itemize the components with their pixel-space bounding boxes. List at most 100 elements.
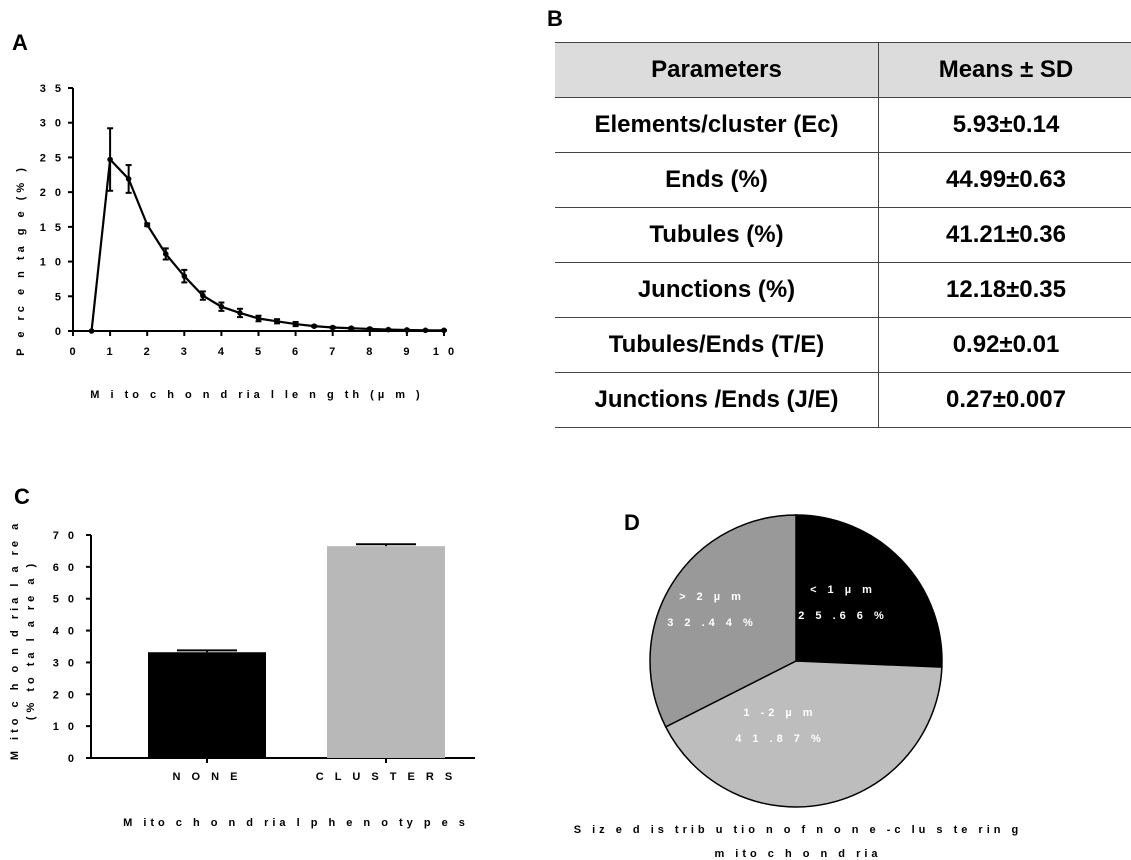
x-tick-label: 6 — [292, 346, 301, 358]
bar — [148, 652, 266, 758]
data-point — [255, 315, 262, 322]
chart-c-marks — [148, 543, 445, 758]
pie-slice-value: 4 1 .8 7 % — [735, 733, 825, 745]
y-tick-label: 6 0 — [53, 562, 77, 574]
table-cell-parameter: Junctions (%) — [555, 262, 879, 318]
pie-slice — [795, 514, 943, 668]
chart-c-bar-plot: 0 1 0 2 0 3 0 4 0 5 0 6 0 7 0 N O N E C L U S T E… — [9, 520, 475, 829]
panel-letter-c: C — [14, 484, 30, 509]
data-point — [88, 328, 95, 334]
chart-a-y-axis-title: P e rc e n ta g e (% ) — [15, 164, 27, 356]
y-tick-label: 2 5 — [40, 152, 64, 164]
x-tick-label: 0 — [69, 346, 78, 358]
pie-slice-label: < 1 µ m — [810, 584, 876, 596]
y-tick-label: 5 0 — [53, 594, 77, 606]
pie-slice — [649, 514, 797, 728]
y-tick-label: 1 5 — [40, 222, 64, 234]
x-tick-label: 5 — [255, 346, 264, 358]
table-row: Tubules/Ends (T/E) 0.92±0.01 — [555, 317, 1131, 373]
table-cell-mean: 0.92±0.01 — [878, 317, 1131, 373]
data-point — [348, 325, 355, 332]
data-point — [385, 326, 392, 333]
y-tick-label: 4 0 — [53, 626, 77, 638]
table-row: Tubules (%) 41.21±0.36 — [555, 207, 1131, 263]
pie-slice-label: 1 -2 µ m — [743, 707, 816, 719]
y-tick-label: 0 — [68, 753, 77, 765]
table-row: Junctions (%) 12.18±0.35 — [555, 262, 1131, 318]
table-row: Ends (%) 44.99±0.63 — [555, 152, 1131, 208]
parameters-table: Parameters Means ± SD Elements/cluster (… — [555, 42, 1131, 428]
pie-slice-value: 3 2 .4 4 % — [667, 617, 757, 629]
chart-d-marks: < 1 µ m 2 5 .6 6 % 1 -2 µ m 4 1 .8 7 % > 2 µ… — [649, 514, 943, 808]
data-point — [181, 273, 188, 279]
chart-d-pie-plot: < 1 µ m 2 5 .6 6 % 1 -2 µ m 4 1 .8 7 % > 2 µ… — [574, 514, 1023, 860]
panel-letter-d: D — [624, 510, 640, 535]
chart-c-y-axis-title-line1: M ito c h o n d ria l a re a — [9, 520, 21, 760]
chart-a-x-axis-title: M i to c h o n d ria l le n g th (µ m ) — [90, 389, 423, 401]
chart-c-x-axis-title: M ito c h o n d ria l p h e n o ty p e s — [123, 817, 469, 829]
y-tick-label: 7 0 — [53, 530, 77, 542]
table-row: Junctions /Ends (J/E) 0.27±0.007 — [555, 372, 1131, 428]
data-point — [422, 327, 429, 334]
table-cell-mean: 5.93±0.14 — [878, 97, 1131, 153]
table-cell-mean: 44.99±0.63 — [878, 152, 1131, 208]
table-cell-mean: 0.27±0.007 — [878, 372, 1131, 428]
data-point — [311, 323, 317, 329]
y-tick-label: 0 — [55, 326, 64, 338]
data-point — [404, 327, 410, 333]
data-point — [292, 321, 299, 327]
pie-slice-label: > 2 µ m — [679, 591, 745, 603]
pie-slice-value: 2 5 .6 6 % — [798, 610, 888, 622]
table-header-parameters: Parameters — [555, 42, 879, 98]
table-cell-parameter: Tubules (%) — [555, 207, 879, 263]
y-tick-label: 3 0 — [40, 118, 64, 130]
x-tick-label: 1 — [107, 346, 116, 358]
x-tick-label: 4 — [218, 346, 227, 358]
chart-a-marks — [88, 127, 447, 334]
data-point — [162, 251, 169, 257]
data-point — [237, 310, 243, 316]
data-point — [218, 303, 225, 310]
data-point — [367, 326, 373, 332]
y-tick-label: 5 — [55, 291, 64, 303]
y-tick-label: 3 0 — [53, 657, 77, 669]
y-tick-label: 1 0 — [53, 721, 77, 733]
y-tick-label: 3 5 — [40, 83, 64, 95]
pie-slice — [664, 660, 943, 808]
x-tick-label: 3 — [181, 346, 190, 358]
x-tick-label: 2 — [144, 346, 153, 358]
y-tick-label: 2 0 — [53, 689, 77, 701]
x-tick-label: 7 — [329, 346, 338, 358]
panel-letter-a: A — [12, 30, 28, 55]
data-point — [200, 292, 206, 299]
series-line — [90, 157, 444, 332]
chart-d-title-line2: m ito c h o n d ria — [714, 848, 881, 860]
table-cell-parameter: Tubules/Ends (T/E) — [555, 317, 879, 373]
x-tick-label: N O N E — [173, 771, 242, 783]
chart-a-line-plot: 0 5 1 0 1 5 2 0 2 5 3 0 3 5 0 1 2 3 4 5 6 7 8 9 1 0 M i to… — [15, 83, 457, 401]
y-tick-label: 2 0 — [40, 187, 64, 199]
chart-d-title-line1: S iz e d is trib u tio n o f n o n e -c … — [574, 824, 1023, 836]
table-cell-mean: 41.21±0.36 — [878, 207, 1131, 263]
table-cell-parameter: Elements/cluster (Ec) — [555, 97, 879, 153]
table-header-means: Means ± SD — [878, 42, 1131, 98]
x-tick-label: 9 — [403, 346, 412, 358]
data-point — [107, 156, 113, 163]
table-cell-parameter: Ends (%) — [555, 152, 879, 208]
x-tick-label: 8 — [366, 346, 375, 358]
chart-a-axes: 0 5 1 0 1 5 2 0 2 5 3 0 3 5 0 1 2 3 4 5 6 7 8 9 1 0 — [40, 83, 457, 358]
chart-c-y-axis-title-line2: (% to ta l a re a ) — [25, 560, 37, 720]
data-point — [274, 318, 280, 325]
data-point — [441, 327, 447, 334]
x-tick-label: 1 0 — [433, 346, 457, 358]
table-cell-parameter: Junctions /Ends (J/E) — [555, 372, 879, 428]
data-point — [329, 324, 336, 331]
table-header-row: Parameters Means ± SD — [555, 42, 1131, 98]
data-point — [125, 176, 132, 182]
table-row: Elements/cluster (Ec) 5.93±0.14 — [555, 97, 1131, 153]
x-tick-label: C L U S T E R S — [316, 771, 456, 783]
data-point — [144, 221, 150, 228]
table-cell-mean: 12.18±0.35 — [878, 262, 1131, 318]
panel-letter-b: B — [547, 6, 563, 31]
y-tick-label: 1 0 — [40, 257, 64, 269]
